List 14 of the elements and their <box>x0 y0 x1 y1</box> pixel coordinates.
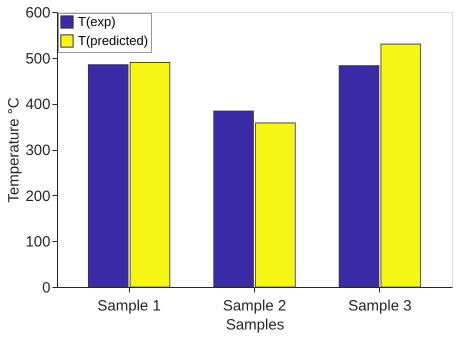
x-tick-label: Sample 1 <box>97 298 161 314</box>
y-axis-title: Temperature °C <box>5 97 22 203</box>
y-tick-label: 600 <box>25 4 50 22</box>
y-tick-label: 500 <box>25 50 50 68</box>
y-tick-label: 200 <box>25 188 50 205</box>
x-axis-title: Samples <box>226 316 284 334</box>
y-tick-label: 300 <box>25 142 50 159</box>
x-tick-label: Sample 3 <box>348 298 412 314</box>
x-tick-label: Sample 2 <box>222 298 286 314</box>
y-tick-label: 100 <box>25 234 50 251</box>
y-tick-label: 0 <box>42 280 50 296</box>
y-tick-label: 400 <box>25 96 50 114</box>
legend-label: T(predicted) <box>78 33 148 48</box>
legend-label: T(exp) <box>78 14 116 29</box>
